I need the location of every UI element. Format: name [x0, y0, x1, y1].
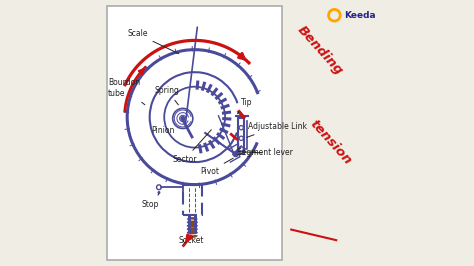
Text: Stop: Stop — [142, 194, 159, 209]
Text: Pivot: Pivot — [200, 158, 233, 176]
Bar — [183, 185, 202, 215]
Circle shape — [181, 117, 184, 120]
Text: Keeda: Keeda — [344, 11, 376, 20]
Text: Socket: Socket — [178, 236, 204, 245]
Text: Adjustable Link: Adjustable Link — [247, 122, 307, 137]
FancyBboxPatch shape — [107, 6, 282, 260]
Text: Sector: Sector — [172, 130, 211, 164]
Text: Segment lever: Segment lever — [237, 148, 293, 157]
Text: Bourdon
tube: Bourdon tube — [108, 78, 145, 105]
Text: Pinion: Pinion — [151, 126, 174, 135]
Text: Bending: Bending — [295, 23, 346, 78]
Bar — [238, 118, 244, 154]
Circle shape — [233, 152, 238, 157]
Text: tension: tension — [307, 118, 354, 168]
Circle shape — [158, 192, 160, 193]
Text: Tip: Tip — [237, 98, 253, 114]
Text: Spring: Spring — [155, 86, 180, 105]
Text: Scale: Scale — [127, 30, 179, 54]
